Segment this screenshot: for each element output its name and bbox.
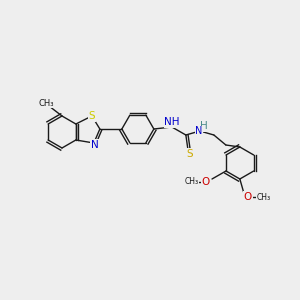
Text: H: H [200, 121, 208, 131]
Text: N: N [195, 126, 203, 136]
Text: CH₃: CH₃ [38, 98, 54, 107]
Text: CH₃: CH₃ [257, 193, 271, 202]
Text: CH₃: CH₃ [185, 178, 199, 187]
Text: N: N [91, 140, 99, 150]
Text: S: S [88, 111, 95, 121]
Text: NH: NH [164, 117, 180, 127]
Text: O: O [202, 177, 210, 187]
Text: O: O [244, 192, 252, 202]
Text: S: S [187, 149, 193, 159]
